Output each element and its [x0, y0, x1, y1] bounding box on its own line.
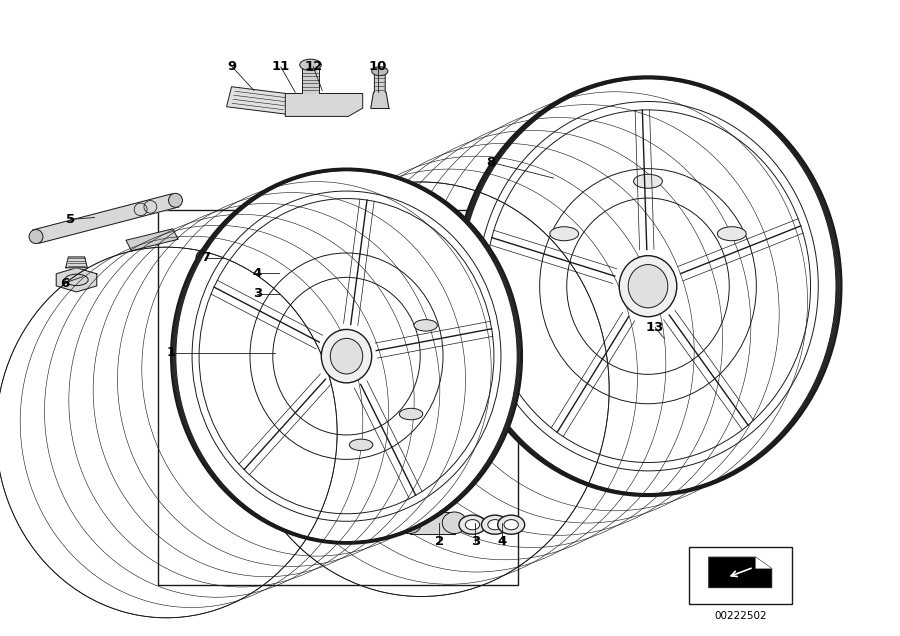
Polygon shape: [650, 334, 691, 353]
Text: 3: 3: [471, 536, 480, 548]
Polygon shape: [32, 194, 179, 243]
Polygon shape: [371, 92, 389, 108]
Ellipse shape: [171, 169, 522, 544]
Polygon shape: [285, 93, 363, 116]
Ellipse shape: [550, 226, 579, 240]
Ellipse shape: [168, 193, 183, 207]
Ellipse shape: [498, 515, 525, 534]
Polygon shape: [410, 512, 454, 534]
Ellipse shape: [267, 266, 291, 279]
Text: 00222502: 00222502: [714, 611, 767, 621]
Ellipse shape: [321, 329, 372, 383]
Text: 10: 10: [369, 60, 387, 73]
Ellipse shape: [259, 261, 299, 283]
Ellipse shape: [349, 439, 373, 450]
Polygon shape: [227, 86, 292, 114]
Polygon shape: [126, 229, 178, 251]
Text: 3: 3: [253, 287, 262, 300]
Polygon shape: [56, 268, 97, 292]
Text: 13: 13: [646, 321, 664, 334]
Polygon shape: [374, 71, 385, 92]
Ellipse shape: [300, 59, 321, 71]
Polygon shape: [756, 557, 772, 569]
Ellipse shape: [442, 512, 467, 534]
Text: 11: 11: [272, 60, 290, 73]
Ellipse shape: [372, 67, 388, 76]
Ellipse shape: [628, 265, 668, 308]
Text: 9: 9: [228, 60, 237, 73]
Polygon shape: [66, 257, 87, 268]
Ellipse shape: [267, 288, 291, 301]
Ellipse shape: [619, 256, 677, 317]
Text: 5: 5: [66, 213, 75, 226]
Ellipse shape: [414, 320, 437, 331]
Ellipse shape: [465, 520, 480, 530]
Text: 1: 1: [166, 347, 176, 359]
Text: 12: 12: [304, 60, 322, 73]
Text: 2: 2: [435, 536, 444, 548]
Ellipse shape: [459, 515, 486, 534]
Ellipse shape: [634, 174, 662, 188]
Ellipse shape: [454, 76, 842, 496]
Ellipse shape: [397, 512, 422, 534]
Ellipse shape: [488, 520, 502, 530]
Ellipse shape: [330, 338, 363, 374]
Ellipse shape: [504, 520, 518, 530]
Ellipse shape: [259, 284, 299, 305]
Text: 6: 6: [60, 277, 69, 289]
Text: 7: 7: [201, 251, 210, 264]
Polygon shape: [302, 65, 319, 93]
Ellipse shape: [717, 226, 746, 240]
Bar: [158, 210, 518, 585]
Text: 4: 4: [498, 536, 507, 548]
Ellipse shape: [482, 515, 508, 534]
Ellipse shape: [29, 230, 43, 244]
Text: 8: 8: [486, 156, 495, 169]
Bar: [688, 547, 792, 604]
Ellipse shape: [400, 408, 423, 420]
Ellipse shape: [196, 246, 236, 269]
Polygon shape: [709, 557, 772, 588]
Text: 4: 4: [253, 267, 262, 280]
